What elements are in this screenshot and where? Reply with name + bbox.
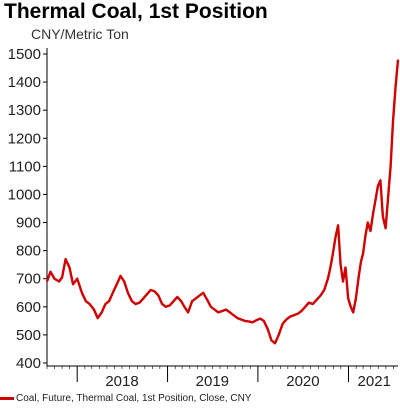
- y-axis: 400 500 600 700 800 900 1000 1100 1200 1300 1400 15…: [8, 46, 48, 372]
- x-tick-label: 2018: [105, 373, 138, 390]
- legend: Coal, Future, Thermal Coal, 1st Position…: [0, 393, 251, 404]
- legend-swatch: [0, 397, 14, 400]
- y-tick-label: 700: [16, 271, 41, 288]
- y-tick-label: 1500: [8, 46, 41, 63]
- series-line: [45, 59, 400, 345]
- y-tick-label: 500: [16, 327, 41, 344]
- y-tick-label: 1400: [8, 74, 41, 91]
- y-tick-label: 400: [16, 355, 41, 372]
- plot-area: [45, 59, 400, 345]
- y-tick-label: 600: [16, 299, 41, 316]
- x-tick-label: 2021: [358, 373, 391, 390]
- chart-title: Thermal Coal, 1st Position: [4, 0, 268, 23]
- y-tick-label: 1200: [8, 130, 41, 147]
- x-tick-label: 2020: [286, 373, 319, 390]
- y-tick-label: 1300: [8, 102, 41, 119]
- y-axis-units: CNY/Metric Ton: [31, 26, 129, 42]
- y-tick-label: 900: [16, 215, 41, 232]
- y-tick-label: 1100: [9, 158, 41, 175]
- x-axis: 2018 2019 2020 2021: [46, 365, 398, 390]
- y-tick-label: 1000: [8, 186, 41, 203]
- y-tick-label: 800: [16, 243, 41, 260]
- legend-label: Coal, Future, Thermal Coal, 1st Position…: [16, 393, 252, 404]
- x-tick-label: 2019: [196, 373, 229, 390]
